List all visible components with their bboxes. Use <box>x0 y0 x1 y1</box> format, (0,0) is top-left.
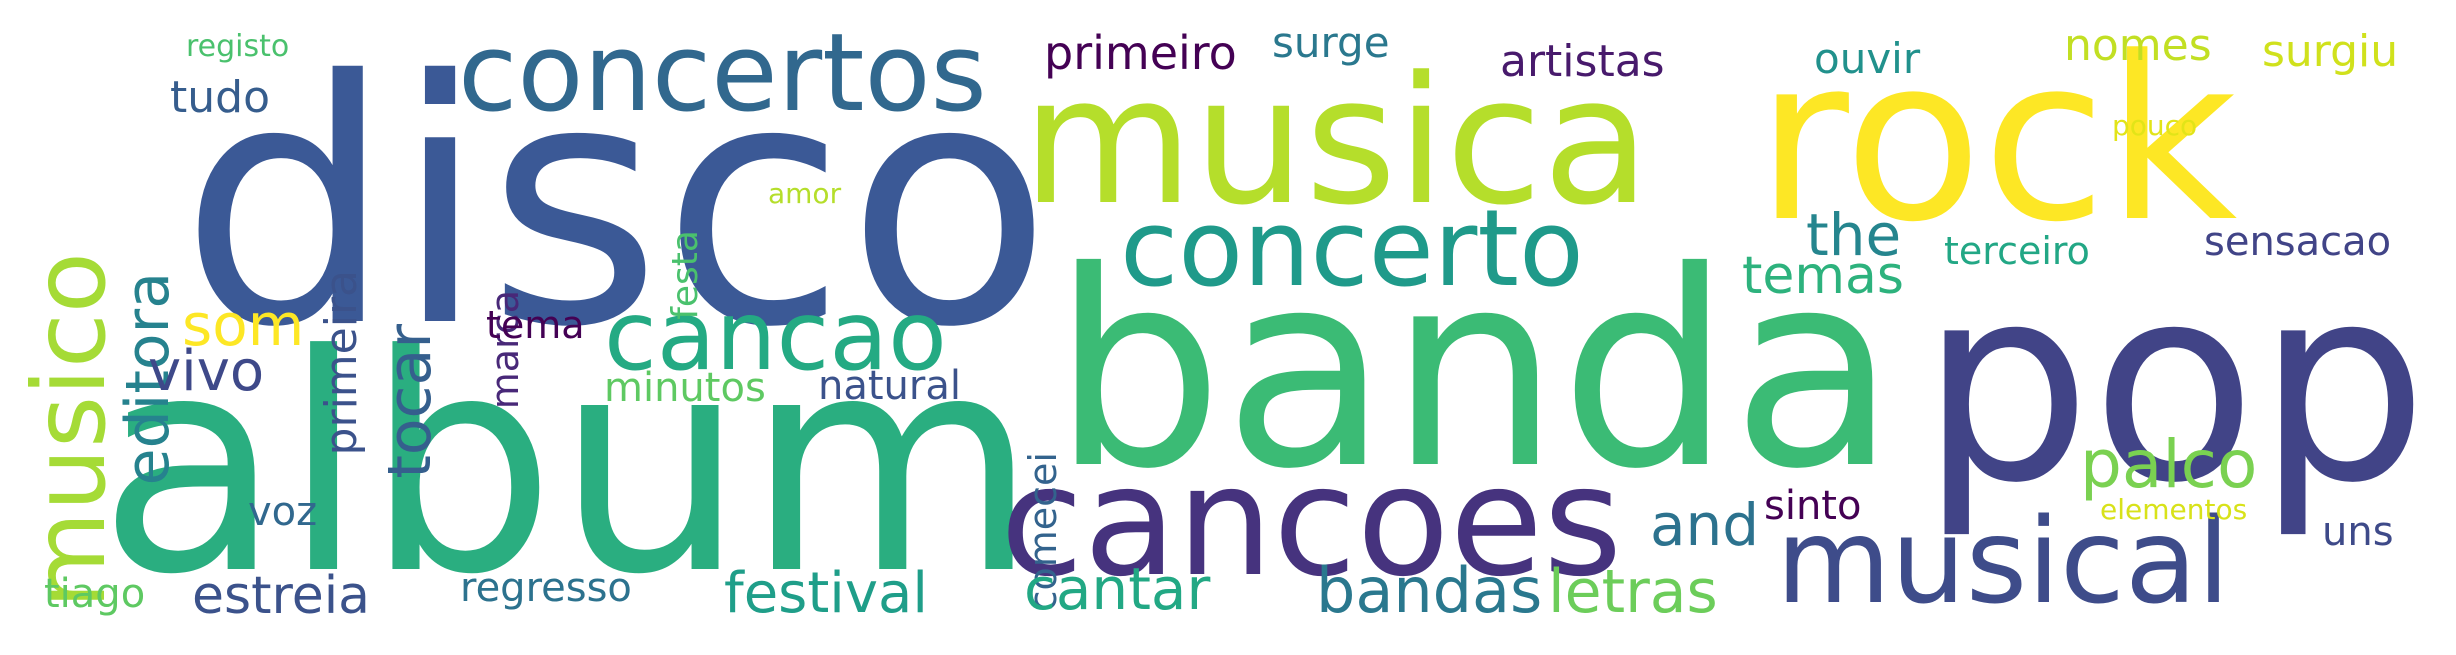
word-natural: natural <box>818 363 961 409</box>
word-letras: letras <box>1548 557 1718 627</box>
word-album: album <box>98 291 1038 640</box>
word-festa: festa <box>665 230 706 320</box>
word-tema: tema <box>486 303 585 347</box>
word-tiago: tiago <box>44 571 146 617</box>
word-vivo: vivo <box>148 339 265 404</box>
word-tudo: tudo <box>170 72 270 123</box>
word-estreia: estreia <box>192 566 371 626</box>
word-pouco: pouco <box>2112 109 2198 142</box>
word-primeira: primeira <box>316 270 367 456</box>
word-amor: amor <box>768 177 842 210</box>
word-temas: temas <box>1742 246 1904 306</box>
word-banda: banda <box>1052 213 1897 528</box>
word-som: som <box>182 291 305 359</box>
word-uns: uns <box>2322 509 2394 555</box>
word-minutos: minutos <box>604 365 766 411</box>
word-primeiro: primeiro <box>1044 26 1237 80</box>
word-terceiro: terceiro <box>1944 229 2090 273</box>
word-sensacao: sensacao <box>2204 219 2392 265</box>
word-the: the <box>1806 201 1902 269</box>
word-surge: surge <box>1272 18 1390 67</box>
word-pop: pop <box>1920 227 2428 542</box>
word-ouvir: ouvir <box>1814 34 1921 83</box>
word-regresso: regresso <box>460 565 632 611</box>
word-cancao: cancao <box>604 280 947 392</box>
word-sinto: sinto <box>1764 483 1862 529</box>
word-concertos: concertos <box>458 11 987 136</box>
word-surgiu: surgiu <box>2262 26 2399 77</box>
word-cancoes: cancoes <box>1000 433 1623 610</box>
word-bandas: bandas <box>1316 554 1543 627</box>
word-rock: rock <box>1756 9 2238 272</box>
word-registo: registo <box>186 29 290 64</box>
word-and: and <box>1650 491 1760 559</box>
word-artistas: artistas <box>1500 36 1665 87</box>
word-disco: disco <box>180 10 1052 401</box>
word-festival: festival <box>724 561 928 626</box>
word-cantar: cantar <box>1024 555 1211 623</box>
word-elementos: elementos <box>2100 493 2248 526</box>
word-musica: musica <box>1022 39 1651 244</box>
word-nomes: nomes <box>2064 20 2212 71</box>
word-voz: voz <box>248 489 318 535</box>
word-musico: musico <box>11 252 128 609</box>
word-concerto: concerto <box>1120 187 1584 310</box>
word-palco: palco <box>2080 426 2258 503</box>
word-musical: musical <box>1776 492 2230 630</box>
word-tocar: tocar <box>375 324 445 479</box>
